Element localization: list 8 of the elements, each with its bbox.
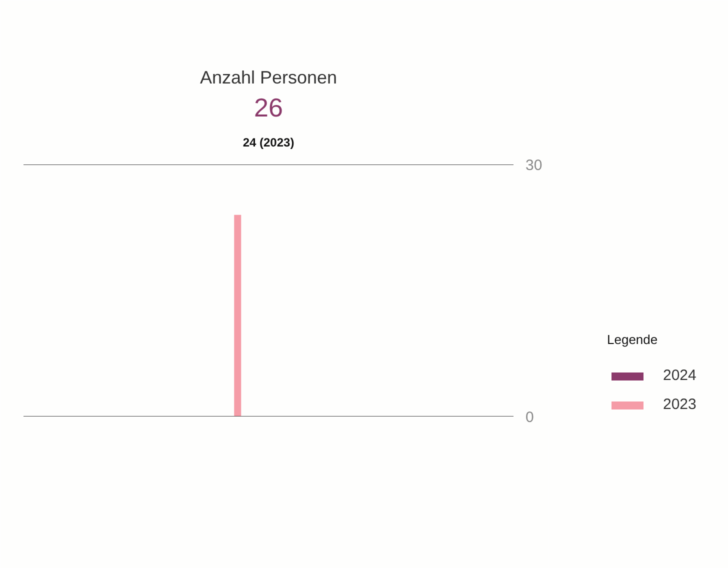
y-tick-label: 30 bbox=[526, 157, 542, 174]
legend-title: Legende bbox=[607, 332, 659, 347]
legend-label: 2024 bbox=[663, 367, 696, 384]
y-tick-label: 0 bbox=[526, 409, 534, 426]
text: 24 (2023) bbox=[242, 136, 294, 150]
legend-label: 2023 bbox=[663, 396, 696, 413]
chart-title: Anzahl Personen bbox=[200, 68, 338, 88]
text: 26 bbox=[254, 92, 283, 122]
